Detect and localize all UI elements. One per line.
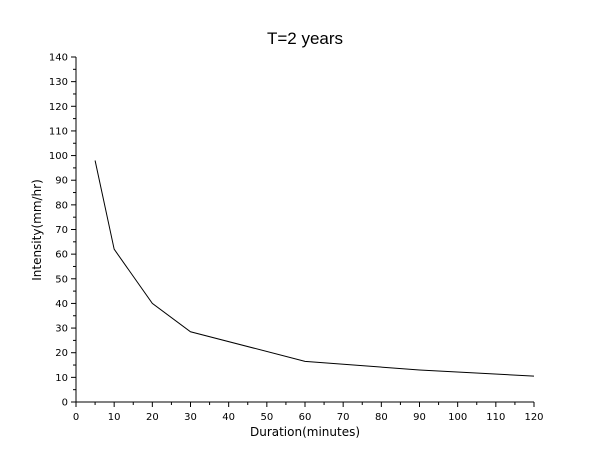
x-tick-label: 50 <box>260 412 273 423</box>
x-tick-label: 70 <box>337 412 350 423</box>
y-tick-label: 60 <box>55 250 68 261</box>
y-tick-label: 120 <box>49 102 68 113</box>
x-tick-label: 80 <box>375 412 388 423</box>
x-axis-label: Duration(minutes) <box>250 425 360 439</box>
axes: 0 10 20 30 40 50 60 70 80 90 100 110 120 0 10 20 30 40 50 6… <box>49 53 544 424</box>
y-tick-label: 10 <box>55 373 68 384</box>
x-tick-label: 10 <box>108 412 121 423</box>
y-tick-label: 140 <box>49 53 68 64</box>
chart-title: T=2 years <box>267 29 343 48</box>
x-tick-label: 100 <box>448 412 467 423</box>
series-layer <box>94 160 535 377</box>
x-tick-label: 120 <box>524 412 543 423</box>
x-tick-label: 20 <box>146 412 159 423</box>
y-tick-label: 0 <box>62 398 68 409</box>
y-tick-label: 70 <box>55 225 68 236</box>
x-tick-label: 30 <box>184 412 197 423</box>
y-tick-label: 100 <box>49 151 68 162</box>
y-tick-label: 50 <box>55 274 68 285</box>
x-tick-label: 40 <box>222 412 235 423</box>
y-tick-label: 80 <box>55 200 68 211</box>
x-tick-label: 110 <box>486 412 505 423</box>
x-tick-label: 0 <box>73 412 79 423</box>
y-tick-label: 90 <box>55 176 68 187</box>
y-tick-label: 20 <box>55 348 68 359</box>
x-tick-label: 60 <box>299 412 312 423</box>
y-tick-label: 30 <box>55 324 68 335</box>
y-tick-label: 130 <box>49 77 68 88</box>
series-line <box>94 160 535 377</box>
y-tick-label: 110 <box>49 126 68 137</box>
x-tick-label: 90 <box>413 412 426 423</box>
y-tick-label: 40 <box>55 299 68 310</box>
y-axis-label: Intensity(mm/hr) <box>30 179 44 281</box>
